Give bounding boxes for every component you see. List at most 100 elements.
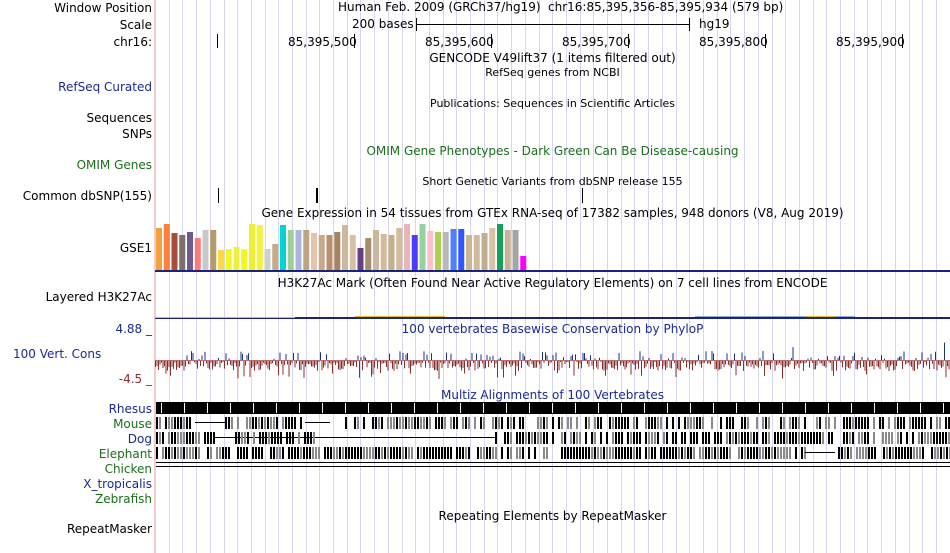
multiz-track-title[interactable]: Multiz Alignments of 100 Vertebrates bbox=[440, 388, 665, 402]
cons-bar bbox=[767, 361, 768, 366]
species-label-mouse[interactable]: Mouse bbox=[113, 417, 152, 431]
snp-mark[interactable] bbox=[218, 188, 219, 203]
alignment-block bbox=[313, 432, 315, 444]
gtex-bar[interactable] bbox=[380, 234, 387, 270]
cons-bar bbox=[539, 361, 540, 365]
gtex-bar[interactable] bbox=[489, 228, 496, 270]
refseq-track-title[interactable]: RefSeq genes from NCBI bbox=[485, 66, 620, 79]
h3k27ac-label[interactable]: Layered H3K27Ac bbox=[45, 290, 152, 304]
alignment-block bbox=[918, 432, 920, 444]
snp-mark[interactable] bbox=[316, 188, 318, 203]
gtex-bar[interactable] bbox=[233, 247, 240, 270]
gtex-bar[interactable] bbox=[272, 244, 279, 270]
gtex-bar[interactable] bbox=[512, 230, 519, 270]
gtex-bar[interactable] bbox=[194, 238, 201, 270]
gse1-label[interactable]: GSE1 bbox=[119, 241, 152, 255]
gtex-bar[interactable] bbox=[411, 235, 418, 270]
cons-bar bbox=[827, 356, 828, 360]
species-label-chicken[interactable]: Chicken bbox=[104, 462, 152, 476]
h3k27ac-layer bbox=[805, 316, 835, 317]
cons-bar bbox=[801, 361, 803, 364]
h3k27ac-signal[interactable] bbox=[155, 312, 950, 322]
multiz-alignment[interactable] bbox=[155, 400, 950, 475]
gtex-bar[interactable] bbox=[342, 225, 348, 270]
gtex-bar[interactable] bbox=[442, 232, 449, 270]
species-label-elephant[interactable]: Elephant bbox=[98, 447, 152, 461]
cons-bar bbox=[566, 361, 567, 363]
dbsnp-track-title[interactable]: Short Genetic Variants from dbSNP releas… bbox=[422, 175, 683, 188]
gtex-bar[interactable] bbox=[349, 235, 356, 270]
gtex-bar[interactable] bbox=[287, 230, 294, 270]
cons-track-title[interactable]: 100 vertebrates Basewise Conservation by… bbox=[401, 322, 704, 336]
gencode-track-title[interactable]: GENCODE V49lift37 (1 items filtered out) bbox=[429, 51, 676, 65]
cons-bar bbox=[425, 361, 426, 368]
publications-track-title[interactable]: Publications: Sequences in Scientific Ar… bbox=[430, 97, 675, 110]
gtex-track-title[interactable]: Gene Expression in 54 tissues from GTEx … bbox=[261, 206, 844, 220]
gtex-bar[interactable] bbox=[419, 224, 426, 270]
gtex-bar[interactable] bbox=[264, 249, 271, 270]
gtex-bar[interactable] bbox=[357, 248, 364, 270]
gtex-bar[interactable] bbox=[156, 228, 162, 270]
gtex-bar[interactable] bbox=[241, 249, 248, 270]
gtex-bar[interactable] bbox=[318, 235, 325, 270]
cons-bar bbox=[900, 356, 902, 360]
repeatmasker-track-title[interactable]: Repeating Elements by RepeatMasker bbox=[438, 509, 667, 523]
repeatmasker-label[interactable]: RepeatMasker bbox=[66, 522, 152, 536]
snps-label[interactable]: SNPs bbox=[122, 127, 152, 141]
gtex-bar[interactable] bbox=[458, 229, 465, 270]
gtex-bar[interactable] bbox=[179, 235, 186, 270]
gtex-bar[interactable] bbox=[404, 224, 410, 270]
gtex-bar[interactable] bbox=[373, 230, 379, 270]
gtex-bar[interactable] bbox=[256, 225, 263, 270]
omim-track-label[interactable]: OMIM Genes bbox=[76, 158, 152, 172]
phylop-conservation-plot[interactable] bbox=[155, 340, 950, 380]
gtex-bar[interactable] bbox=[466, 235, 472, 270]
h3k27ac-track-title[interactable]: H3K27Ac Mark (Often Found Near Active Re… bbox=[277, 276, 828, 290]
gtex-bar[interactable] bbox=[249, 224, 255, 270]
gtex-bar[interactable] bbox=[202, 230, 209, 270]
gtex-bar[interactable] bbox=[225, 249, 232, 270]
gtex-bar[interactable] bbox=[520, 256, 527, 270]
refseq-track-label[interactable]: RefSeq Curated bbox=[58, 80, 152, 94]
species-label-rhesus[interactable]: Rhesus bbox=[108, 402, 152, 416]
gtex-bar[interactable] bbox=[388, 235, 395, 270]
gtex-bar[interactable] bbox=[473, 235, 480, 270]
gtex-bar[interactable] bbox=[171, 233, 178, 270]
alignment-block bbox=[882, 432, 884, 444]
snp-mark[interactable] bbox=[582, 188, 583, 203]
gtex-bar[interactable] bbox=[210, 230, 217, 270]
cons-bar bbox=[170, 361, 171, 376]
gtex-bar[interactable] bbox=[396, 228, 403, 270]
gtex-bar-chart[interactable] bbox=[155, 220, 950, 275]
gtex-bar[interactable] bbox=[334, 232, 341, 270]
gtex-bar[interactable] bbox=[303, 230, 310, 270]
gtex-bar[interactable] bbox=[450, 229, 457, 270]
gtex-bar[interactable] bbox=[497, 224, 503, 270]
alignment-block bbox=[228, 447, 230, 459]
dbsnp-track-label[interactable]: Common dbSNP(155) bbox=[22, 189, 152, 203]
cons-track-label[interactable]: 100 Vert. Cons bbox=[13, 347, 102, 361]
scale-bar bbox=[416, 24, 690, 25]
gtex-bar[interactable] bbox=[311, 233, 317, 270]
gtex-bar[interactable] bbox=[435, 232, 441, 270]
gtex-bar[interactable] bbox=[427, 231, 434, 270]
gtex-bar[interactable] bbox=[218, 250, 224, 270]
gtex-bar[interactable] bbox=[163, 224, 170, 270]
gridline bbox=[895, 0, 896, 553]
gtex-bar[interactable] bbox=[280, 225, 286, 270]
gtex-bar[interactable] bbox=[187, 232, 193, 270]
species-label-zebrafish[interactable]: Zebrafish bbox=[95, 492, 152, 506]
species-label-x-tropicalis[interactable]: X_tropicalis bbox=[83, 477, 152, 491]
gtex-bar[interactable] bbox=[365, 238, 372, 270]
sequences-label[interactable]: Sequences bbox=[86, 111, 152, 125]
cons-bar bbox=[428, 361, 429, 363]
gtex-bar[interactable] bbox=[481, 233, 488, 270]
cons-bar bbox=[831, 361, 833, 371]
species-label-dog[interactable]: Dog bbox=[127, 432, 152, 446]
gtex-bar[interactable] bbox=[295, 230, 302, 270]
gtex-bar[interactable] bbox=[326, 235, 333, 270]
alignment-block bbox=[756, 432, 758, 444]
cons-bar bbox=[273, 358, 275, 360]
omim-track-title[interactable]: OMIM Gene Phenotypes - Dark Green Can Be… bbox=[366, 144, 739, 158]
gtex-bar[interactable] bbox=[504, 230, 511, 270]
